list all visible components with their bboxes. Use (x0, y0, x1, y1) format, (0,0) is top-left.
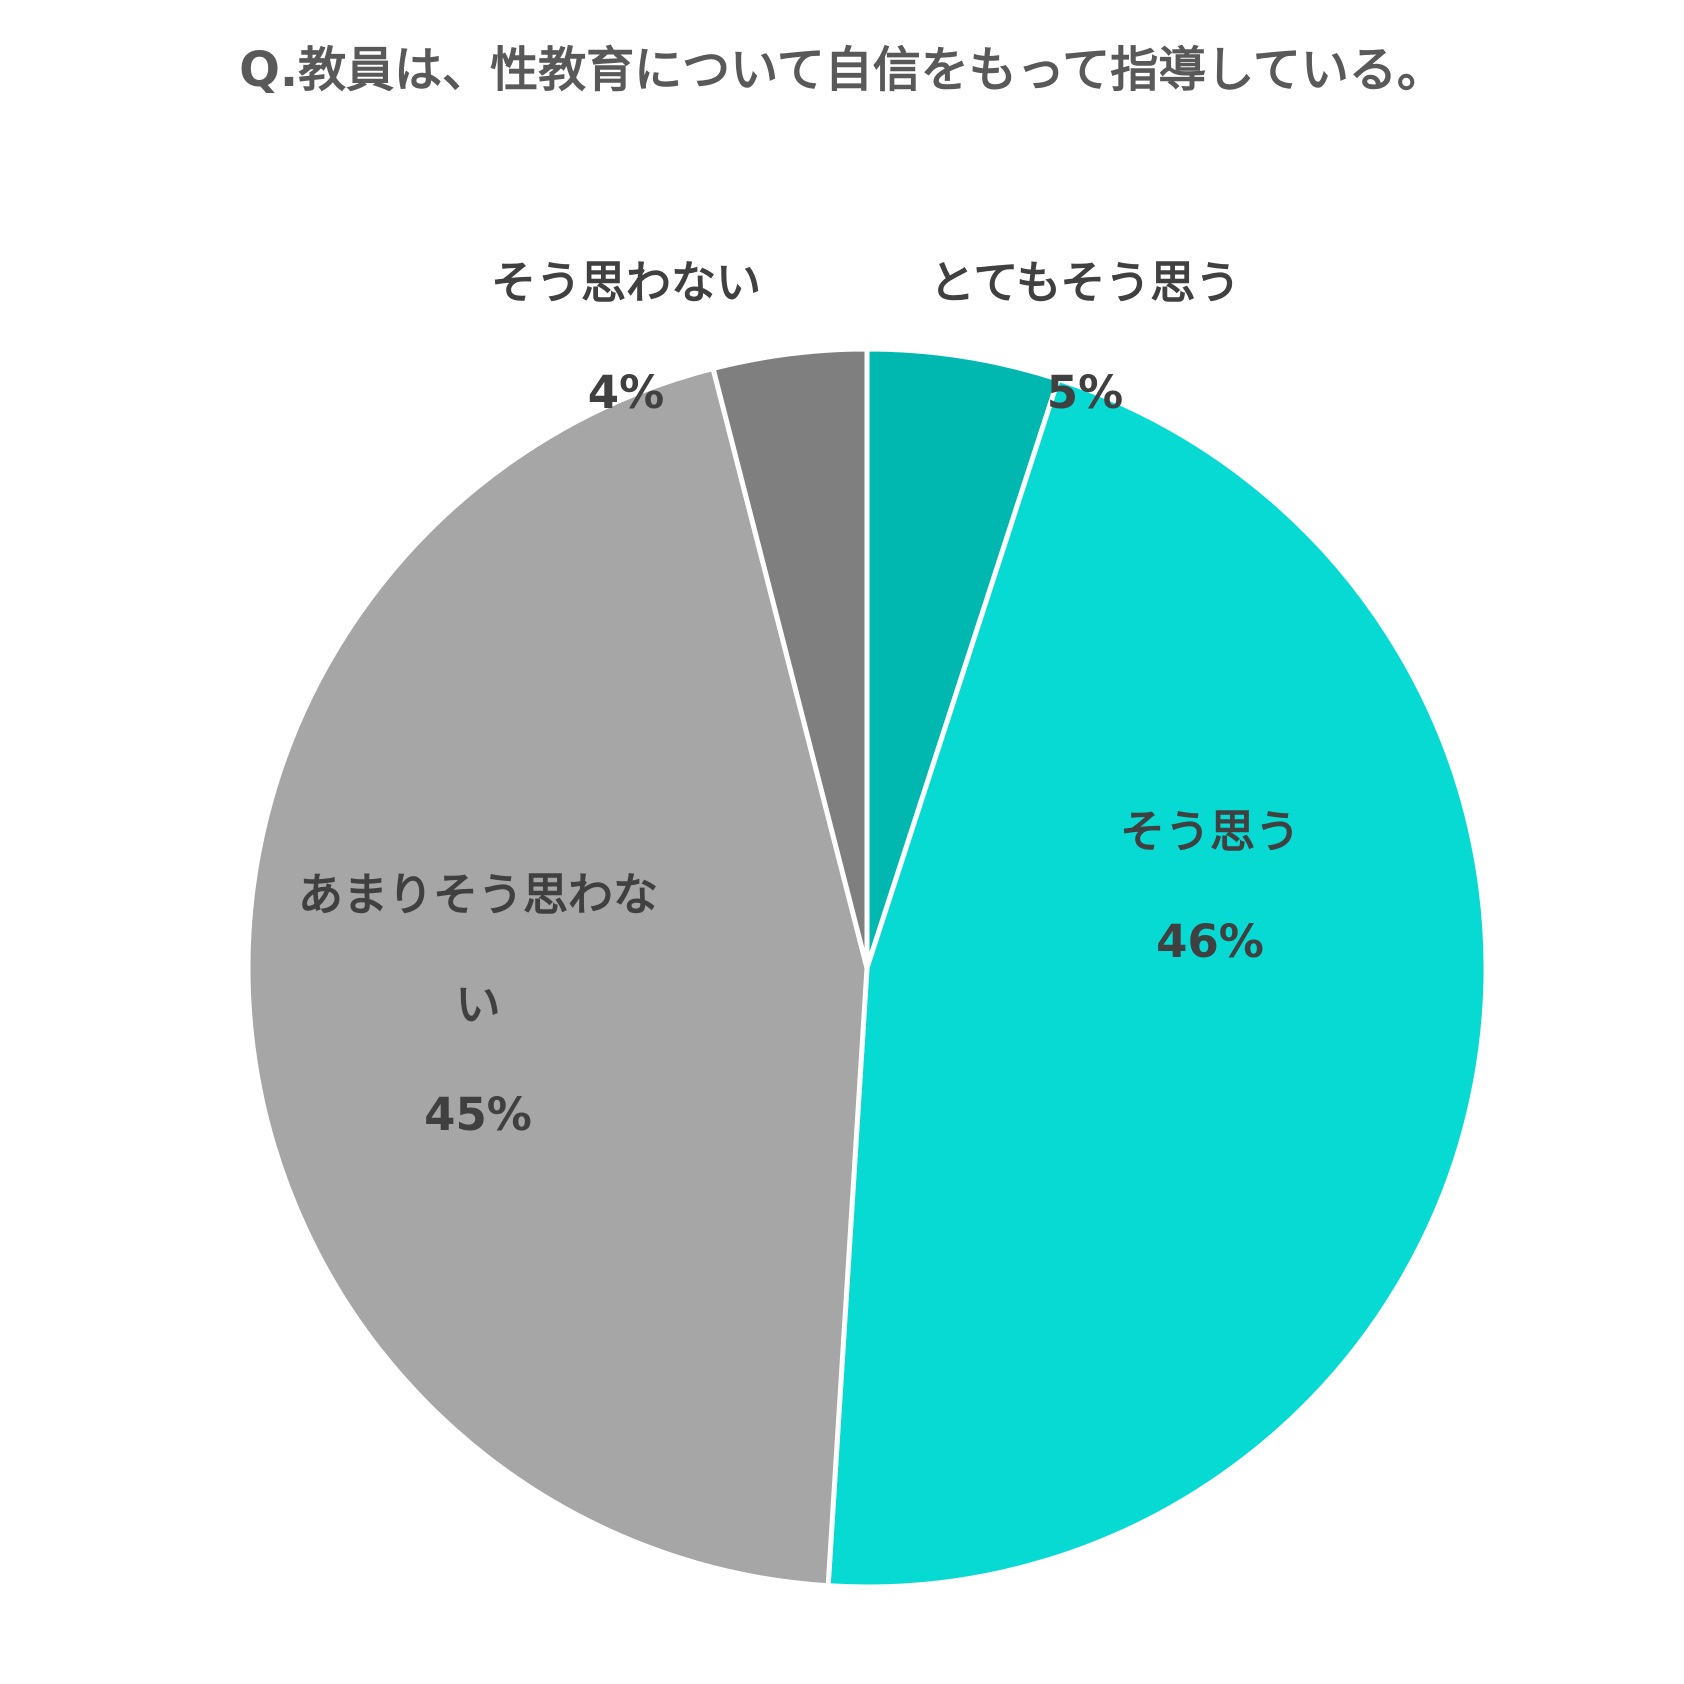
value-label: 46% (1156, 915, 1264, 968)
chart-title: Q.教員は、性教育について自信をもって指導している。 (239, 42, 1445, 98)
value-label: 5% (1046, 366, 1124, 419)
category-label: あまりそう思わない (298, 868, 659, 1031)
slice-label: とてもそう思う 5% (735, 228, 1435, 448)
value-label: 4% (587, 366, 665, 419)
category-label: そう思わない (490, 256, 761, 309)
slice-label: そう思わない 4% (276, 228, 976, 448)
category-label: とてもそう思う (929, 256, 1241, 309)
pie-slice (245, 365, 870, 1589)
slice-label: そう思う 46% (860, 777, 1560, 997)
pie-slice (710, 346, 870, 971)
pie-slice (825, 376, 1489, 1590)
value-label: 45% (424, 1088, 532, 1141)
slice-label: あまりそう思わない 45% (298, 840, 658, 1170)
category-label: そう思う (1119, 805, 1300, 858)
